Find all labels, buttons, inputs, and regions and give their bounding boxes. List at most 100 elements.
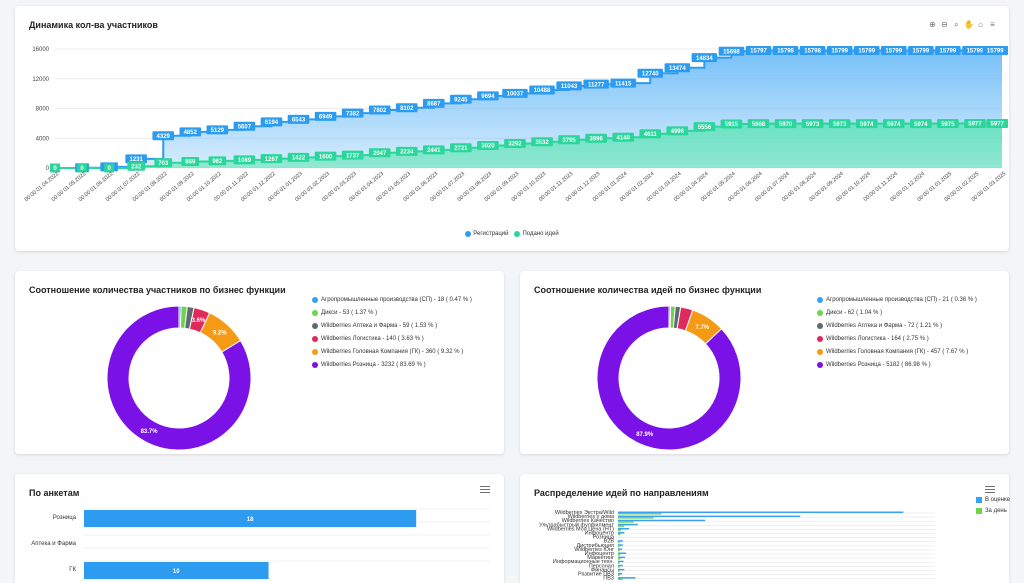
data-label: 5556 <box>698 125 712 131</box>
direction-legend: В оценке За день <box>975 497 1010 519</box>
legend-item-per-day[interactable]: За день <box>975 508 1010 514</box>
data-label: 15797 <box>750 49 767 55</box>
data-label: 0 <box>53 166 57 172</box>
direction-category-label: Персонал <box>589 563 614 569</box>
data-label-bg <box>693 122 716 132</box>
data-label: 5973 <box>806 122 820 128</box>
data-label: 6543 <box>292 118 306 124</box>
legend-item-ideas[interactable]: Подано идей <box>514 231 559 237</box>
data-label: 15698 <box>723 49 740 55</box>
bar-in-review <box>618 527 630 530</box>
legend-item-registrations[interactable]: Регистраций <box>465 231 508 237</box>
direction-category-label: Финансы <box>591 567 614 573</box>
pie2-legend-item[interactable]: Дикси - 62 ( 1.04 % ) <box>817 306 977 319</box>
slice-label: 9.2% <box>213 331 227 337</box>
legend-label: Подано идей <box>522 231 559 237</box>
direction-category-label: ПВЗ <box>603 576 614 582</box>
by-questionnaires-card: По анкетам Розница 18 Аптека и Фарма ГК 10 <box>15 474 504 583</box>
participants-by-function-card: Соотношение количества участников по биз… <box>15 271 504 454</box>
pie2-legend-item[interactable]: Wildberries Розница - 5182 ( 86.98 % ) <box>817 358 977 371</box>
data-label-bg <box>423 98 445 108</box>
pie1-legend-item[interactable]: Wildberries Аптека и Фарма - 59 ( 1.53 %… <box>312 319 472 332</box>
data-label-bg <box>233 155 256 165</box>
bar-per-day <box>618 529 622 531</box>
data-label: 6949 <box>319 115 333 121</box>
bar-category-label: Аптека и Фарма <box>31 541 76 547</box>
menu-icon[interactable] <box>480 486 490 494</box>
pie1-legend-item[interactable]: Агропромышленные производства (СП) - 18 … <box>312 293 472 306</box>
data-label: 3020 <box>481 144 495 150</box>
bar-per-day <box>618 517 654 519</box>
participants-donut-chart: 83.7% 9.2% 3.6% <box>106 305 252 451</box>
bar <box>84 510 417 527</box>
legend-label: Wildberries Логистика - 164 ( 2.75 % ) <box>826 335 929 342</box>
data-label: 2441 <box>427 148 441 154</box>
data-label: 15799 <box>831 49 848 55</box>
data-label: 10037 <box>507 92 524 98</box>
bar-per-day <box>618 541 620 544</box>
data-label-bg <box>314 151 337 161</box>
pie2-legend-item[interactable]: Wildberries Логистика - 164 ( 2.75 % ) <box>817 332 977 345</box>
questionnaire-bar-chart: Розница 18 Аптека и Фарма ГК 10 <box>31 508 490 579</box>
data-label: 3292 <box>508 142 522 148</box>
series-area <box>55 123 1002 168</box>
pie2-legend-item[interactable]: Wildberries Аптека и Фарма - 72 ( 1.21 %… <box>817 319 977 332</box>
data-label: 15799 <box>967 49 984 55</box>
data-label-bg <box>986 119 1008 129</box>
data-label: 5129 <box>211 128 225 134</box>
zoom-out-icon[interactable]: ⊖ <box>941 20 948 29</box>
pie2-legend-item[interactable]: Wildberries Головная Компания (ГК) - 457… <box>817 345 977 358</box>
pie-slice <box>106 305 252 451</box>
data-label-bg <box>450 94 472 104</box>
legend-item-in-review[interactable]: В оценке <box>975 497 1010 503</box>
bar-per-day <box>618 574 620 576</box>
y-tick-label: 4000 <box>36 136 50 142</box>
bar-value-label: 18 <box>247 517 254 523</box>
data-label-bg <box>104 163 115 173</box>
data-label-bg <box>935 45 961 55</box>
legend-dot <box>817 322 823 329</box>
data-label-bg <box>314 111 337 121</box>
data-label-bg <box>77 163 88 173</box>
data-label: 14834 <box>696 56 713 62</box>
data-label-bg <box>937 119 959 129</box>
bar-value-label: 10 <box>173 569 180 575</box>
pan-hand-icon[interactable]: ✋ <box>964 20 974 29</box>
bar-category-label: ГК <box>69 567 76 573</box>
selection-zoom-icon[interactable]: ⌕ <box>954 20 959 29</box>
pie1-legend-item[interactable]: Дикси - 53 ( 1.37 % ) <box>312 306 472 319</box>
y-tick-label: 12000 <box>32 77 49 83</box>
legend-dot <box>312 322 318 329</box>
data-label: 7802 <box>373 108 387 114</box>
ideas-donut-chart: 87.9% 7.7% <box>596 305 742 451</box>
data-label: 9245 <box>454 97 468 103</box>
data-label-bg <box>179 127 202 137</box>
data-label: 6194 <box>265 120 279 126</box>
data-label-bg <box>664 63 691 73</box>
data-label-bg <box>855 119 878 129</box>
data-label: 12740 <box>642 71 659 77</box>
data-label-bg <box>882 119 905 129</box>
pie1-legend-item[interactable]: Wildberries Логистика - 140 ( 3.63 % ) <box>312 332 472 345</box>
data-label: 5607 <box>238 124 252 130</box>
pie1-legend-item[interactable]: Wildberries Розница - 3232 ( 83.69 % ) <box>312 358 472 371</box>
bar-in-review <box>618 544 623 546</box>
legend-dot <box>817 335 823 342</box>
menu-icon[interactable]: ≡ <box>990 20 995 29</box>
data-label: 3996 <box>589 136 603 142</box>
menu-icon[interactable] <box>985 486 995 494</box>
reset-home-icon[interactable]: ⌂ <box>978 20 983 29</box>
pie1-title: Соотношение количества участников по биз… <box>29 285 286 295</box>
data-label-bg <box>341 150 364 160</box>
legend-label: Wildberries Головная Компания (ГК) - 360… <box>321 348 464 355</box>
pie1-legend-item[interactable]: Wildberries Головная Компания (ГК) - 360… <box>312 345 472 358</box>
participants-dynamics-card: Динамика кол-ва участников ⊕ ⊖ ⌕ ✋ ⌂ ≡ 0… <box>15 6 1009 251</box>
zoom-in-icon[interactable]: ⊕ <box>929 20 936 29</box>
direction-category-label: Wildberries Экстра/Wild <box>555 510 614 516</box>
pie2-legend-item[interactable]: Агропромышленные производства (СП) - 21 … <box>817 293 977 306</box>
legend-dot <box>312 348 318 355</box>
legend-label: Wildberries Аптека и Фарма - 59 ( 1.53 %… <box>321 322 438 329</box>
bar-category-label: Розница <box>53 515 77 521</box>
pie2-legend: Агропромышленные производства (СП) - 21 … <box>817 293 977 371</box>
data-label: 4996 <box>671 129 685 135</box>
